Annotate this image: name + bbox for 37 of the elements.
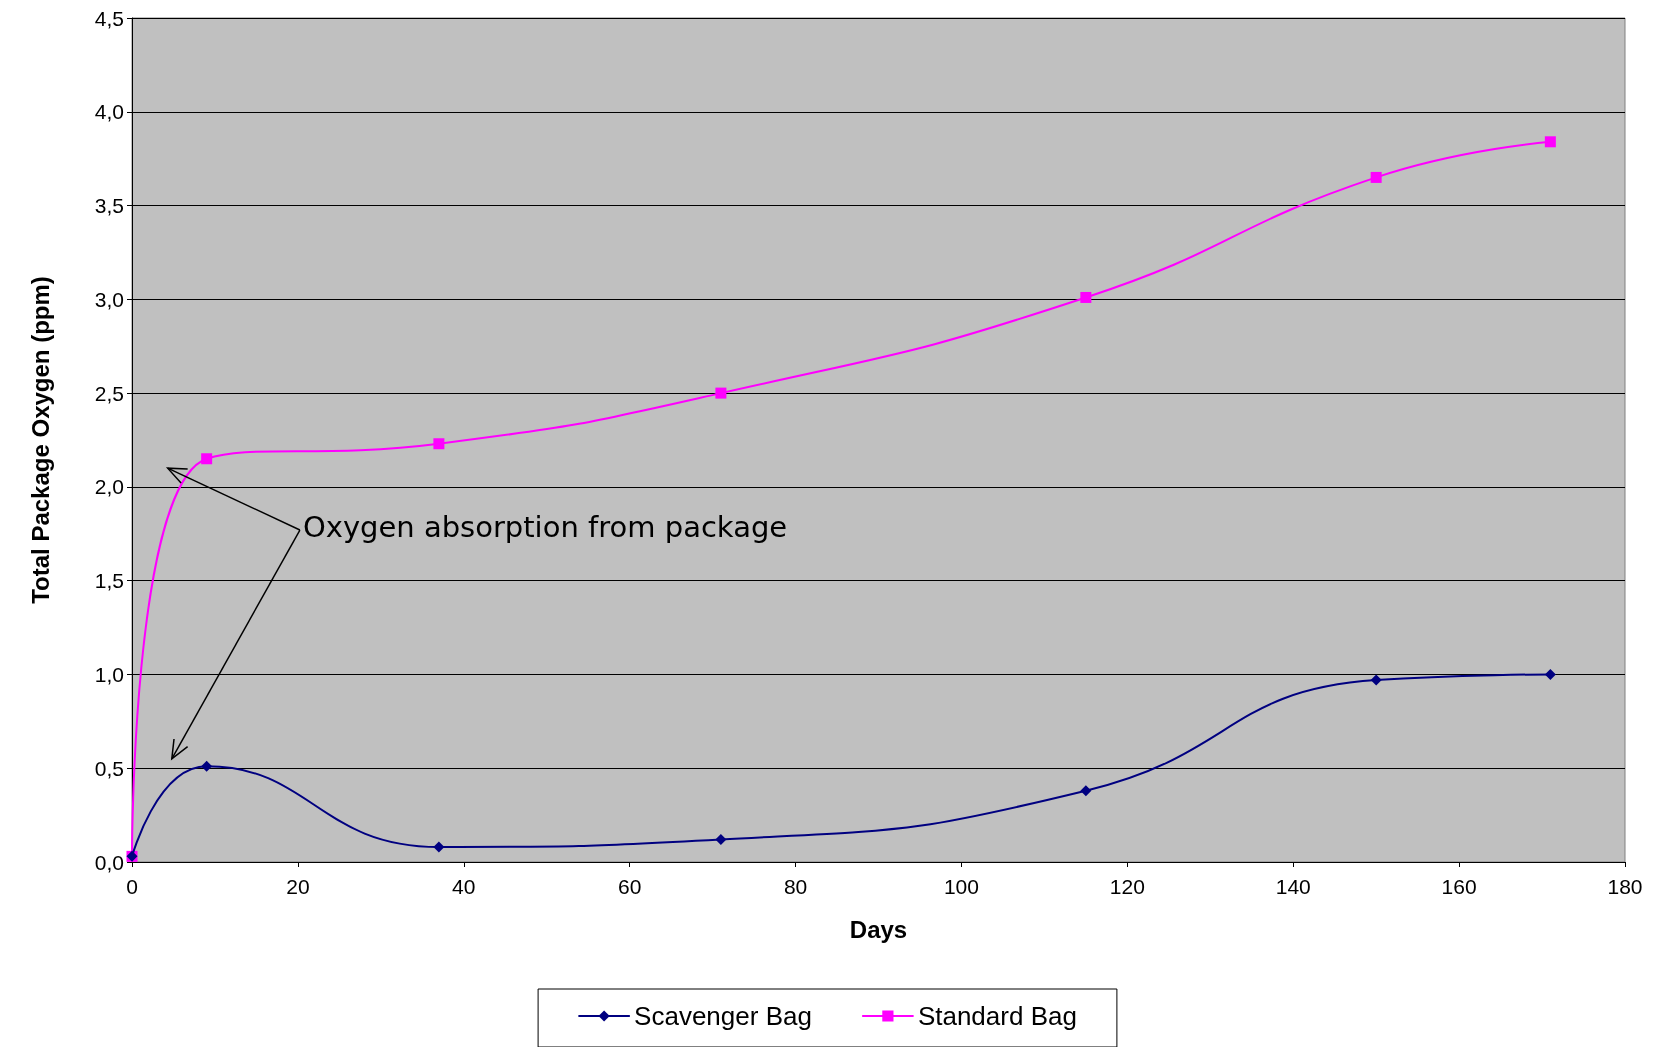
- point: [715, 387, 727, 399]
- y-axis-title: Total Package Oxygen (ppm): [26, 276, 54, 604]
- x-tick-label: 120: [1109, 875, 1145, 898]
- y-tick-label: 0,0: [94, 850, 124, 874]
- point: [715, 833, 727, 845]
- y-tick-label: 1,0: [94, 662, 124, 686]
- annotation: Oxygen absorption from package: [302, 509, 788, 544]
- point: [1080, 785, 1092, 797]
- y-tick-label: 0,5: [94, 756, 124, 780]
- x-tick-label: 20: [286, 875, 310, 898]
- x-tick-label: 140: [1275, 875, 1311, 898]
- x-tick-label: 180: [1607, 875, 1643, 898]
- y-tick-label: 2,5: [94, 381, 124, 405]
- y-tick-label: 3,0: [94, 287, 124, 311]
- point: [1080, 291, 1092, 303]
- y-tick-label: 4,5: [94, 6, 124, 30]
- x-tick-label: 60: [617, 875, 642, 898]
- x-tick-label: 160: [1441, 875, 1477, 898]
- y-tick-label: 1,5: [94, 569, 124, 593]
- point: [201, 760, 213, 772]
- legend-label: Standard Bag: [917, 1001, 1077, 1031]
- y-tick-label: 2,0: [94, 475, 124, 499]
- point: [1370, 171, 1382, 183]
- x-tick-label: 100: [943, 875, 979, 898]
- point: [433, 438, 445, 450]
- y-tick-label: 3,5: [94, 194, 124, 218]
- point: [201, 453, 213, 465]
- point: [1370, 674, 1382, 686]
- x-tick-label: 0: [126, 875, 138, 898]
- x-tick-label: 80: [783, 875, 808, 898]
- y-tick-label: 4,0: [94, 100, 124, 124]
- x-tick-label: 40: [452, 875, 476, 898]
- point: [1544, 668, 1556, 680]
- point: [1544, 136, 1556, 148]
- legend-label: Scavenger Bag: [634, 1001, 812, 1031]
- point: [433, 841, 445, 853]
- x-axis-title: Days: [849, 915, 908, 943]
